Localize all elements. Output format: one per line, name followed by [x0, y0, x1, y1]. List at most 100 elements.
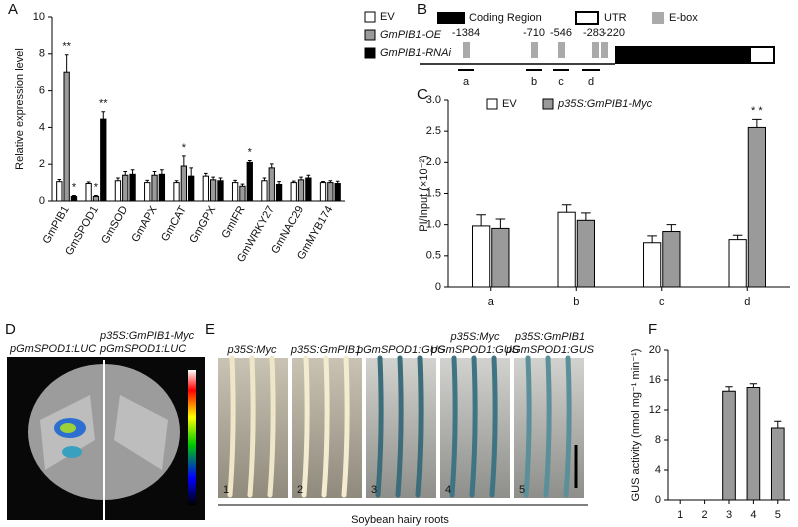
bar: [268, 167, 275, 202]
root: [321, 355, 330, 498]
y-tick-label: 2: [39, 158, 45, 170]
signal: [62, 446, 82, 458]
y-tick-label: 3.0: [426, 94, 441, 106]
bar: [231, 182, 239, 202]
error-bar: [57, 178, 62, 182]
gus-panel: E p35S:Myc p35S:GmPIB1 pGmSPOD1:GUS p35S…: [205, 321, 595, 526]
error-bar: [647, 235, 657, 243]
utr: [749, 46, 775, 64]
y-tick-label: 4: [39, 121, 45, 133]
x-tick-label: GmCAT: [159, 204, 189, 244]
legend-swatch: [652, 12, 664, 24]
root: [563, 355, 572, 498]
root: [469, 355, 478, 498]
error-bar: [247, 160, 252, 163]
x-tick-label: GmSOD: [99, 204, 130, 246]
bar: [114, 180, 122, 202]
error-bar: [240, 183, 245, 187]
y-axis-label: PI/Input (×10⁻²): [418, 155, 430, 231]
error-bar: [174, 180, 179, 183]
coding-region: [615, 46, 750, 64]
error-bar: [64, 54, 69, 73]
fragment-label: a: [463, 76, 470, 88]
sample-number: 3: [371, 484, 377, 496]
x-tick-label: a: [488, 296, 495, 308]
position-label: -220: [603, 27, 625, 39]
e-box: [558, 42, 565, 58]
construct-label: pGmSPOD1:GUS: [356, 344, 446, 356]
error-bar: [116, 177, 120, 181]
legend-swatch: [364, 29, 376, 41]
x-tick-label: 2: [702, 509, 708, 521]
construct-label: p35S:GmPIB1-Myc: [99, 330, 195, 342]
legend-label: E-box: [669, 12, 698, 24]
sample-number: 5: [519, 484, 525, 496]
construct-label: p35S:GmPIB1: [290, 344, 361, 356]
error-bar: [262, 177, 267, 181]
bar: [319, 182, 327, 202]
legend-swatch: [364, 47, 376, 59]
construct-label: p35S:Myc: [450, 331, 500, 343]
panel-label: D: [5, 321, 16, 338]
bar: [56, 181, 63, 202]
error-bar: [774, 420, 782, 428]
y-tick-label: 12: [649, 404, 661, 416]
bar: [63, 71, 70, 202]
bar: [188, 175, 195, 202]
error-bar: [182, 155, 186, 167]
x-tick-label: GmIFR: [219, 204, 247, 241]
sample-number: 2: [297, 484, 303, 496]
error-bar: [666, 224, 677, 232]
y-tick-label: 2.5: [426, 125, 441, 137]
bar: [144, 182, 151, 202]
bar: [290, 182, 297, 202]
legend-swatch: [437, 12, 465, 24]
fragment-label: c: [558, 76, 564, 88]
bar: [100, 118, 107, 202]
construct-label: pGmSPOD1:GUS: [430, 344, 520, 356]
y-tick-label: 6: [39, 85, 45, 97]
y-axis-label: GUS activity (nmol mg⁻¹ min⁻¹): [630, 349, 642, 502]
root: [489, 355, 498, 498]
construct-label: p35S:GmPIB1: [514, 331, 585, 343]
error-bar: [749, 383, 758, 388]
bar: [643, 242, 662, 288]
y-tick-label: 0.5: [426, 250, 441, 262]
bar: [129, 173, 136, 202]
error-bar: [211, 176, 215, 180]
error-bar: [277, 181, 281, 185]
bar: [217, 180, 224, 202]
error-bar: [299, 176, 303, 180]
y-tick-label: 8: [39, 48, 45, 60]
legend-label: EV: [502, 98, 517, 110]
y-tick-label: 8: [655, 434, 661, 446]
y-tick-label: 0: [655, 494, 661, 506]
x-tick-label: GmAPX: [129, 203, 160, 244]
error-bar: [306, 174, 311, 178]
error-bar: [291, 180, 296, 183]
root: [301, 355, 310, 498]
error-bar: [94, 194, 98, 197]
bar: [557, 211, 576, 288]
y-tick-label: 2.0: [426, 156, 441, 168]
bar: [122, 174, 129, 202]
error-bar: [495, 218, 506, 229]
error-bar: [218, 177, 223, 181]
root: [543, 355, 552, 498]
root: [375, 355, 384, 498]
construct-label: pGmSPOD1:LUC: [9, 343, 96, 355]
root: [449, 355, 458, 498]
bar: [491, 227, 510, 288]
e-box: [531, 42, 538, 58]
bar: [209, 179, 217, 202]
root: [267, 355, 276, 498]
e-box: [463, 42, 470, 58]
root: [247, 355, 256, 498]
error-bar: [233, 179, 237, 183]
root: [395, 355, 404, 498]
bar: [180, 165, 188, 202]
e-box: [592, 42, 599, 58]
position-label: -546: [550, 27, 572, 39]
significance-mark: **: [62, 41, 71, 53]
bar: [747, 126, 766, 288]
